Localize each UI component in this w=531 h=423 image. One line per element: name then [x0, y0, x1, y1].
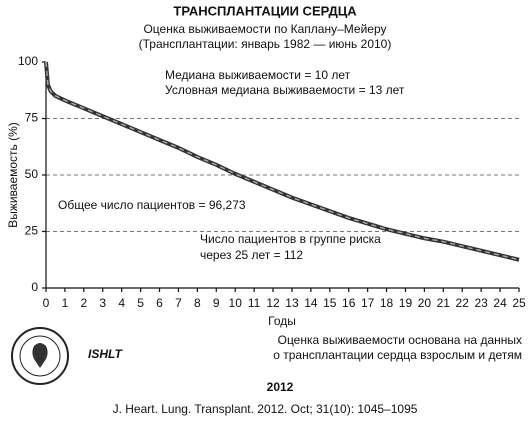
y-tick-label: 25: [25, 224, 39, 238]
annotation: Условная медиана выживаемости = 13 лет: [165, 83, 405, 97]
x-tick-label: 2: [80, 296, 87, 310]
x-tick-label: 6: [156, 296, 163, 310]
x-tick-label: 5: [137, 296, 144, 310]
citation: J. Heart. Lung. Transplant. 2012. Oct; 3…: [113, 402, 418, 416]
x-tick-label: 25: [512, 296, 526, 310]
logo: [11, 327, 69, 385]
note: Оценка выживаемости основана на данных: [278, 333, 522, 347]
x-tick-label: 16: [342, 296, 356, 310]
x-tick-label: 24: [493, 296, 507, 310]
x-axis-label: Годы: [268, 314, 296, 328]
x-tick-label: 13: [285, 296, 299, 310]
y-tick-label: 75: [25, 111, 39, 125]
note: о трансплантации сердца взрослым и детям: [273, 348, 522, 362]
annotation: Общее число пациентов = 96,273: [58, 198, 246, 212]
x-tick-label: 19: [399, 296, 413, 310]
x-tick-label: 8: [194, 296, 201, 310]
annotation: Число пациентов в группе риска: [200, 232, 381, 246]
x-tick-label: 20: [418, 296, 432, 310]
survival-line-dash: [45, 61, 520, 261]
annotation: Медиана выживаемости = 10 лет: [165, 68, 351, 82]
x-tick-label: 3: [99, 296, 106, 310]
x-tick-label: 17: [361, 296, 375, 310]
x-tick-label: 11: [248, 296, 261, 310]
x-tick-label: 14: [304, 296, 318, 310]
x-tick-label: 15: [323, 296, 337, 310]
x-tick-label: 7: [175, 296, 182, 310]
annotation: через 25 лет = 112: [200, 248, 303, 262]
x-tick-label: 1: [62, 296, 69, 310]
chart-title: ТРАНСПЛАНТАЦИИ СЕРДЦА: [173, 3, 357, 18]
x-tick-label: 21: [437, 296, 451, 310]
y-tick-label: 100: [18, 54, 38, 68]
x-tick-label: 0: [43, 296, 50, 310]
x-tick-label: 23: [474, 296, 488, 310]
y-tick-label: 50: [25, 167, 39, 181]
y-tick-label: 0: [31, 280, 38, 294]
x-tick-label: 22: [456, 296, 470, 310]
y-axis-label: Выживаемость (%): [6, 122, 20, 228]
subtitle: (Трансплантации: январь 1982 — июнь 2010…: [139, 37, 392, 51]
subtitle: Оценка выживаемости по Каплану–Мейеру: [143, 22, 386, 36]
x-tick-label: 10: [229, 296, 243, 310]
x-tick-label: 18: [380, 296, 394, 310]
x-tick-label: 12: [266, 296, 280, 310]
x-tick-label: 4: [118, 296, 125, 310]
x-tick-label: 9: [213, 296, 220, 310]
organization: ISHLT: [88, 347, 123, 361]
year: 2012: [267, 380, 294, 394]
